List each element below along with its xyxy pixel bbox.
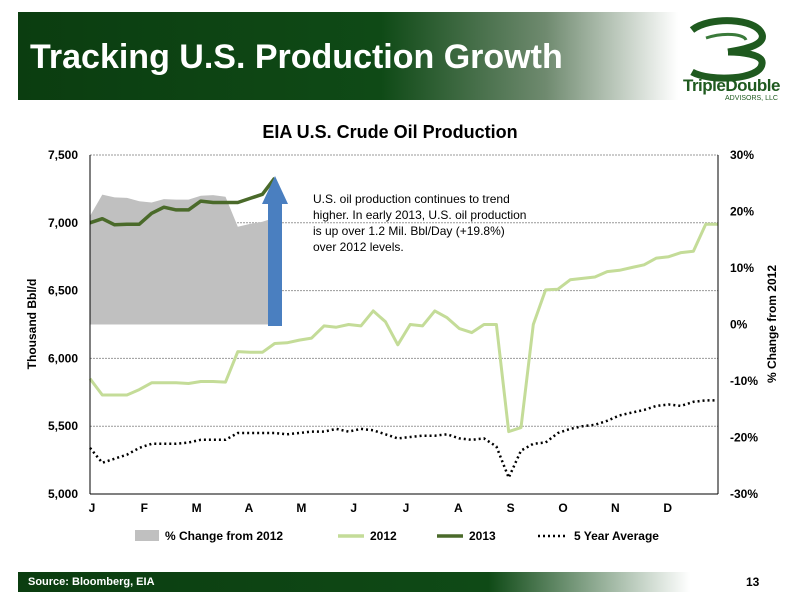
- y-tick-label: 7,500: [48, 148, 78, 162]
- up-arrow-icon: [262, 176, 288, 204]
- x-tick-label: M: [192, 501, 202, 515]
- chart-title: EIA U.S. Crude Oil Production: [262, 122, 517, 142]
- y-tick-label: 6,500: [48, 284, 78, 298]
- y-tick-label: 5,000: [48, 487, 78, 501]
- page-number: 13: [746, 575, 760, 589]
- x-tick-label: J: [403, 501, 410, 515]
- x-tick-label: M: [296, 501, 306, 515]
- y2-tick-label: -10%: [730, 374, 758, 388]
- legend-label-change-from-2012: % Change from 2012: [165, 529, 283, 543]
- crude-oil-production-chart: EIA U.S. Crude Oil Production Thousand B…: [25, 122, 779, 543]
- x-tick-label: N: [611, 501, 620, 515]
- y2-axis-label: % Change from 2012: [765, 265, 779, 383]
- chart-annotation: U.S. oil production continues to trend h…: [313, 192, 527, 254]
- y-tick-label: 7,000: [48, 216, 78, 230]
- up-arrow-shaft: [268, 202, 282, 326]
- legend-label-2012: 2012: [370, 529, 397, 543]
- legend-label-5-year-average: 5 Year Average: [574, 529, 659, 543]
- x-tick-label: A: [454, 501, 463, 515]
- triple-double-logo: [689, 17, 766, 82]
- y2-tick-label: 10%: [730, 261, 754, 275]
- y2-tick-label: -30%: [730, 487, 758, 501]
- logo-subtext: ADVISORS, LLC: [725, 95, 778, 102]
- y2-tick-label: 0%: [730, 318, 748, 332]
- series-line-2012: [88, 222, 718, 434]
- x-tick-label: J: [89, 501, 96, 515]
- series-area-change-from-2012: [90, 194, 275, 325]
- y2-tick-label: -20%: [730, 431, 758, 445]
- footer-banner: Source: Bloomberg, EIA: [18, 572, 690, 592]
- x-tick-label: O: [558, 501, 567, 515]
- x-tick-label: J: [350, 501, 357, 515]
- series-line-5-year-average: [89, 399, 718, 479]
- x-tick-label: F: [141, 501, 148, 515]
- y-tick-label: 5,500: [48, 419, 78, 433]
- legend-label-2013: 2013: [469, 529, 496, 543]
- y-axis-label: Thousand Bbl/d: [25, 279, 39, 370]
- source-note: Source: Bloomberg, EIA: [28, 576, 155, 588]
- legend-swatch-change-from-2012: [135, 530, 159, 541]
- x-tick-label: D: [663, 501, 672, 515]
- slide-title: Tracking U.S. Production Growth: [30, 38, 563, 76]
- y-tick-label: 6,000: [48, 351, 78, 365]
- x-tick-label: S: [507, 501, 515, 515]
- y2-tick-label: 20%: [730, 205, 754, 219]
- series-line-2013: [89, 177, 277, 227]
- logo-swirl-icon: [689, 17, 766, 82]
- logo-name: TripleDouble: [683, 76, 780, 95]
- y2-tick-label: 30%: [730, 148, 754, 162]
- title-banner: Tracking U.S. Production Growth: [18, 12, 678, 100]
- x-tick-label: A: [245, 501, 254, 515]
